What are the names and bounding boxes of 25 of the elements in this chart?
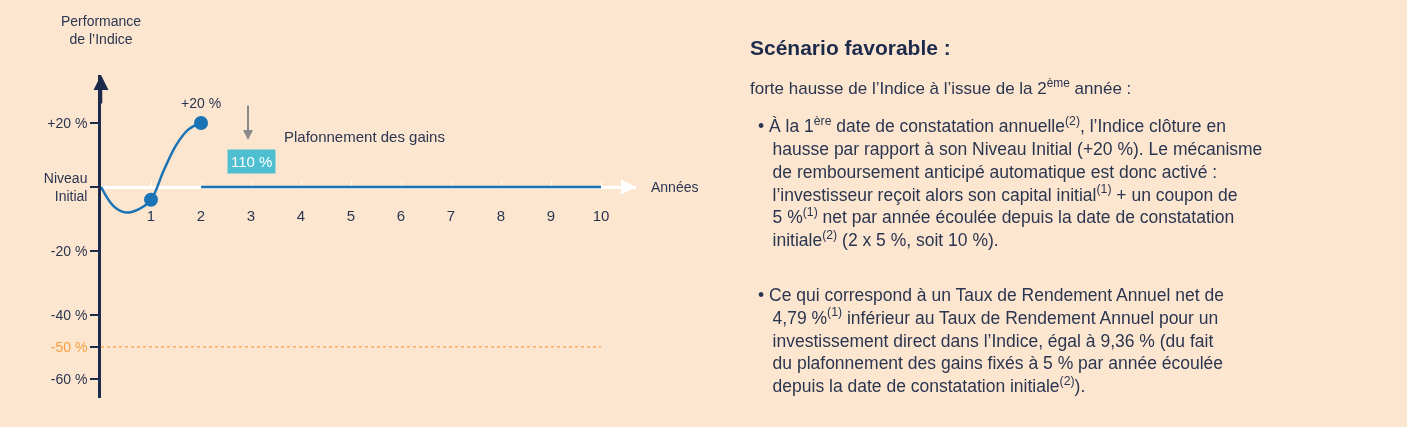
x-tick-label: 9 <box>546 206 556 224</box>
x-tick-label: 7 <box>446 206 456 224</box>
x-tick-label: 10 <box>592 206 610 224</box>
x-tick-label: 6 <box>396 206 406 224</box>
y-tick-label: -20 % <box>50 242 88 259</box>
text: forte hausse de l’Indice à l’issue de la 2$^{ème}$ année : <box>750 76 1132 99</box>
text: Scénario favorable : <box>750 36 951 59</box>
x-tick-label: 8 <box>496 206 506 224</box>
x-tick-label: 4 <box>296 206 306 224</box>
x-tick-label: 5 <box>346 206 356 224</box>
annotation: Plafonnement des gains <box>284 128 445 145</box>
y-tick-label: Niveau Initial <box>43 169 88 204</box>
x-axis-title: Années <box>651 179 699 195</box>
x-tick-label: 3 <box>246 206 256 224</box>
text: • Ce qui correspond à un Taux de Rendement Annuel net de 4,79 %$^{(1)}$ inférieur au Taux de Rendement Annuel pour un investissement direct dans l’Indice, égal à 9,36 % (du fait du plafonnement des gains fixés à 5 % par année écoulée depuis la date de constatation initiale$^{(2)}$). <box>758 285 1224 396</box>
x-tick-label: 1 <box>146 206 156 224</box>
y-tick-label: +20 % <box>47 114 88 131</box>
y-tick-label: -40 % <box>50 306 88 323</box>
annotation: 110 % <box>231 153 273 170</box>
y-axis-title: Performance de l’Indice <box>61 13 142 48</box>
annotation: +20 % <box>181 95 222 111</box>
text: • À la 1$^{ère}$ date de constatation annuelle$^{(2)}$, l’Indice clôture en hausse par rapport à son Niveau Initial (+20 %). Le mécanisme de remboursement anticipé automatique est donc activé : l’investisseur reçoit alors son capital initial$^{(1)}$ + un coupon de 5 %$^{(1)}$ net par année écoulée depuis la date de constatation initiale$^{(2)}$ (2 x 5 %, soit 10 %). <box>758 114 1263 251</box>
y-tick-label: -60 % <box>50 370 88 387</box>
y-tick-label: -50 % <box>50 338 88 355</box>
x-tick-label: 2 <box>196 206 206 224</box>
